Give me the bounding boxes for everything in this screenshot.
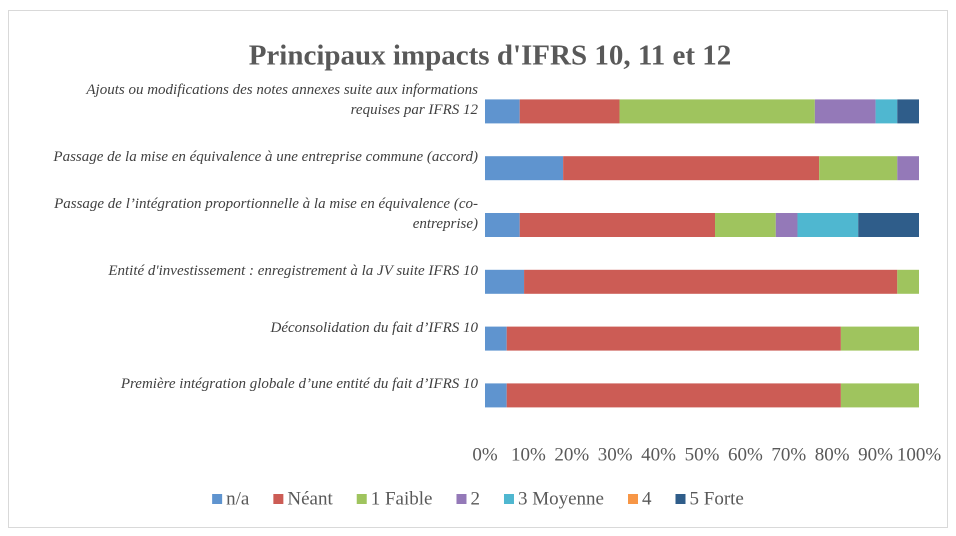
legend-swatch — [628, 494, 638, 504]
bar-segment — [797, 213, 859, 237]
bar-segment — [897, 269, 919, 294]
category-label: Première intégration globale d’une entit… — [120, 376, 478, 393]
x-tick-label: 40% — [641, 444, 676, 465]
category-label: Passage de l’intégration proportionnelle… — [54, 196, 478, 232]
bar-segment — [485, 269, 525, 294]
bar-segment — [524, 269, 898, 294]
chart-title: Principaux impacts d'IFRS 10, 11 et 12 — [249, 40, 732, 72]
legend-swatch — [456, 494, 467, 504]
chart-border — [8, 10, 948, 528]
bar-segment — [840, 383, 919, 408]
legend-label: 1 Faible — [371, 488, 433, 509]
legend-swatch — [356, 494, 367, 504]
x-tick-label: 90% — [858, 444, 893, 465]
x-tick-label: 70% — [771, 444, 806, 465]
category-label: Entité d'investissement : enregistrement… — [108, 262, 478, 279]
category-label: Ajouts ou modifications des notes annexe… — [86, 82, 478, 119]
bar-segment — [485, 156, 564, 181]
legend-label: 3 Moyenne — [518, 488, 604, 509]
bar-segment — [485, 99, 520, 124]
legend-swatch — [212, 494, 223, 504]
legend-swatch — [503, 494, 514, 504]
bar-segment — [485, 383, 507, 408]
category-label: Passage de la mise en équivalence à une … — [53, 149, 478, 166]
bar-segment — [897, 99, 919, 124]
x-tick-label: 60% — [728, 444, 763, 465]
x-tick-label: 30% — [598, 444, 633, 465]
bar-segment — [814, 99, 876, 124]
bar-segment — [897, 156, 919, 181]
legend-swatch — [675, 494, 686, 504]
bar-segment — [840, 326, 919, 351]
bar-segment — [875, 99, 898, 124]
x-tick-label: 80% — [815, 444, 850, 465]
legend-label: n/a — [226, 488, 250, 509]
bar-segment — [506, 326, 841, 351]
bar-segment — [506, 383, 841, 408]
category-label: Déconsolidation du fait d’IFRS 10 — [270, 319, 478, 336]
legend-label: 2 — [470, 488, 480, 509]
x-tick-label: 50% — [685, 444, 720, 465]
x-tick-label: 100% — [897, 444, 942, 465]
legend-label: 4 — [642, 488, 652, 509]
bar-segment — [519, 213, 716, 237]
legend-label: 5 Forte — [690, 488, 744, 509]
x-tick-label: 20% — [554, 444, 589, 465]
bar-segment — [619, 99, 815, 124]
bar-segment — [715, 213, 776, 237]
bar-segment — [775, 213, 798, 237]
bar-segment — [858, 213, 919, 237]
bar-segment — [519, 99, 620, 124]
x-tick-label: 0% — [472, 444, 498, 465]
bar-segment — [819, 156, 898, 181]
bar-segment — [485, 326, 507, 351]
bar-segment — [563, 156, 820, 181]
bar-segment — [485, 213, 520, 237]
x-tick-label: 10% — [511, 444, 546, 465]
legend-label: Néant — [287, 488, 333, 509]
legend-swatch — [273, 494, 284, 504]
